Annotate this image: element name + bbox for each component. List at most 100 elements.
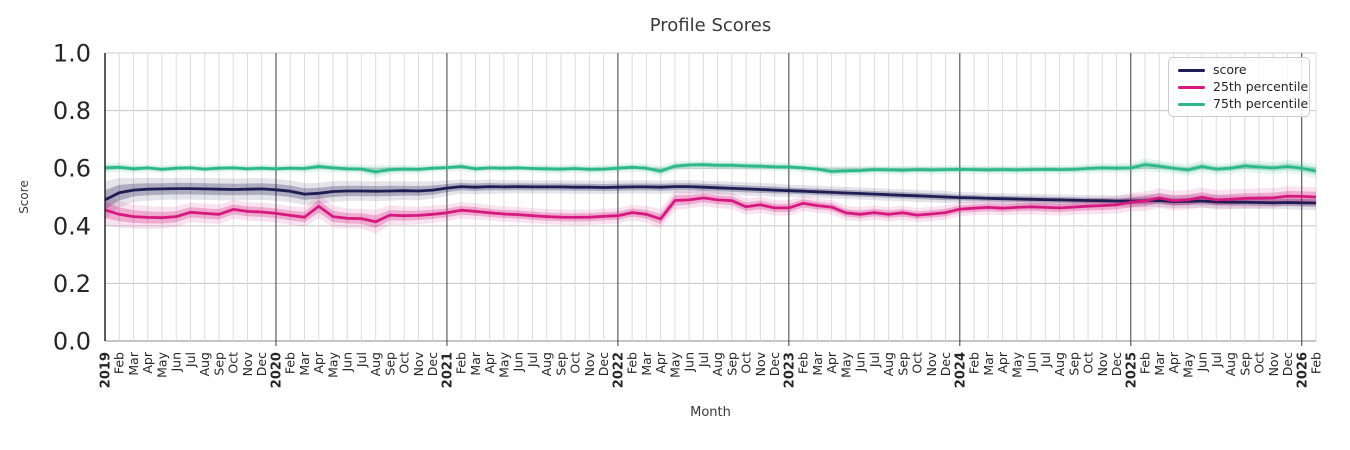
y-axis-label: Score xyxy=(17,180,31,214)
x-tick-label: May xyxy=(667,351,682,377)
x-tick-label: Mar xyxy=(468,351,483,375)
x-tick-label: May xyxy=(838,351,853,377)
x-tick-label: May xyxy=(1180,351,1195,377)
x-tick-label: Dec xyxy=(254,352,269,376)
x-tick-label: Apr xyxy=(653,351,668,373)
x-tick-label: Mar xyxy=(297,351,312,375)
band-outer xyxy=(105,177,1316,219)
y-tick-label: 0.2 xyxy=(53,270,91,298)
x-tick-label: 2025 xyxy=(1124,352,1139,388)
x-tick-label: Oct xyxy=(910,352,925,374)
x-tick-label: Dec xyxy=(425,352,440,376)
x-axis-label: Month xyxy=(690,405,731,420)
x-tick-label: 2023 xyxy=(782,352,797,388)
x-tick-label: Jun xyxy=(169,352,184,373)
series-line xyxy=(104,185,1317,205)
x-tick-label: Apr xyxy=(995,351,1010,373)
chart-title: Profile Scores xyxy=(649,15,772,36)
x-tick-label: Aug xyxy=(197,352,212,376)
x-tick-label: May xyxy=(325,351,340,377)
x-tick-label: Jun xyxy=(853,352,868,373)
x-tick-label: Dec xyxy=(1280,352,1295,376)
x-tick-label: May xyxy=(154,351,169,377)
x-tick-label: May xyxy=(1009,351,1024,377)
x-tick-label: Dec xyxy=(1109,352,1124,376)
x-tick-label: Dec xyxy=(767,352,782,376)
x-tick-label: Dec xyxy=(596,352,611,376)
x-tick-label: Oct xyxy=(226,352,241,374)
band-inner xyxy=(105,161,1316,176)
y-tick-label: 1.0 xyxy=(53,40,91,68)
x-tick-label: Oct xyxy=(568,352,583,374)
x-tick-label: Jul xyxy=(696,352,711,368)
x-tick-label: Mar xyxy=(810,351,825,375)
x-tick-label: Sep xyxy=(382,352,397,376)
x-tick-label: Jul xyxy=(867,352,882,368)
series-lines xyxy=(104,163,1317,224)
y-tick-label: 0.4 xyxy=(53,212,91,240)
x-tick-label: Feb xyxy=(625,352,640,374)
x-tick-label: Feb xyxy=(1138,352,1153,374)
x-tick-label: 2024 xyxy=(953,352,968,388)
x-tick-label: Apr xyxy=(482,351,497,373)
x-tick-label: Oct xyxy=(739,352,754,374)
x-tick-label: Sep xyxy=(553,352,568,376)
legend-item-25th-percentile: 25th percentile xyxy=(1178,80,1308,94)
x-tick-label: Nov xyxy=(411,351,426,376)
x-tick-label: Feb xyxy=(796,352,811,374)
x-tick-label: 2021 xyxy=(440,352,455,388)
x-tick-label: Nov xyxy=(753,351,768,376)
x-tick-label: Apr xyxy=(1166,351,1181,373)
x-tick-label: Oct xyxy=(1081,352,1096,374)
x-tick-label: Aug xyxy=(881,352,896,376)
series-line xyxy=(104,194,1317,224)
x-tick-label: Feb xyxy=(967,352,982,374)
x-tick-label: Jul xyxy=(354,352,369,368)
x-tick-label: Oct xyxy=(397,352,412,374)
x-tick-label: Jun xyxy=(511,352,526,373)
x-tick-label: Apr xyxy=(140,351,155,373)
x-tick-label: 2020 xyxy=(269,352,284,388)
x-tick-label: Aug xyxy=(1052,352,1067,376)
x-tick-label: Feb xyxy=(283,352,298,374)
x-tick-label: Jul xyxy=(1209,352,1224,368)
band-outer xyxy=(105,158,1316,179)
x-tick-label: Aug xyxy=(1223,352,1238,376)
x-tick-label: Nov xyxy=(240,351,255,376)
legend: score 25th percentile 75th percentile xyxy=(1168,57,1310,117)
legend-label-75th-percentile: 75th percentile xyxy=(1213,95,1309,111)
x-tick-label: Mar xyxy=(126,351,141,375)
x-tick-label: Oct xyxy=(1252,352,1267,374)
x-tick-label: Apr xyxy=(311,351,326,373)
x-tick-label: Mar xyxy=(981,351,996,375)
x-tick-label: Mar xyxy=(639,351,654,375)
band-inner xyxy=(105,191,1316,229)
x-tick-label: Sep xyxy=(1237,352,1252,376)
x-tick-label: Sep xyxy=(1066,352,1081,376)
x-tick-label: Aug xyxy=(368,352,383,376)
x-tick-label: Mar xyxy=(1152,351,1167,375)
x-tick-label: Feb xyxy=(454,352,469,374)
x-tick-label: 2022 xyxy=(611,352,626,388)
x-tick-label: May xyxy=(496,351,511,377)
legend-item-score: score xyxy=(1178,63,1303,77)
x-tick-label: Nov xyxy=(924,351,939,376)
x-tick-label: Sep xyxy=(895,352,910,376)
x-tick-label: 2019 xyxy=(99,352,114,388)
x-tick-label: Jun xyxy=(682,352,697,373)
score-line-icon xyxy=(1178,68,1205,72)
y-tick-label: 0.8 xyxy=(53,97,91,125)
x-tick-label: Jul xyxy=(525,352,540,368)
x-tick-label: Sep xyxy=(211,352,226,376)
x-tick-label: Feb xyxy=(112,352,127,374)
x-tick-label: 2026 xyxy=(1295,352,1310,388)
x-tick-label: Nov xyxy=(582,351,597,376)
x-tick-label: Nov xyxy=(1266,351,1281,376)
75th-percentile-line-icon xyxy=(1178,102,1205,106)
band-outer xyxy=(105,186,1316,234)
x-tick-label: Jul xyxy=(1038,352,1053,368)
x-tick-label: Jun xyxy=(340,352,355,373)
